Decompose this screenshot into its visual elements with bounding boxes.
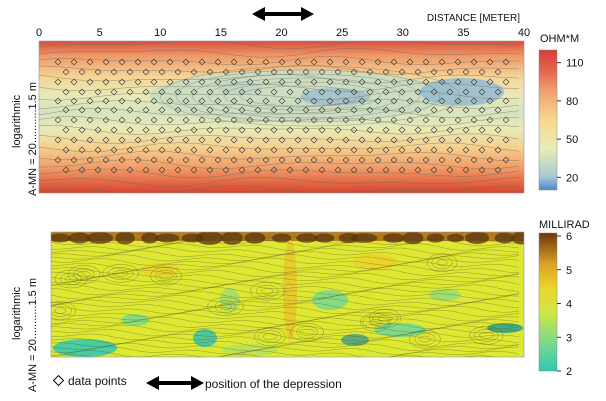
bottom-y-label: A-MN = 20...........1.5 m [27, 278, 39, 392]
phase-high-patch [511, 231, 532, 244]
phase-high-patch [465, 232, 489, 244]
legend-data-points: data points [68, 374, 127, 388]
diamond-icon [54, 376, 64, 386]
top-y-label: A-MN = 20...........1.5 m [27, 82, 39, 196]
top-y-axis-label: A-MN = 20...........1.5 m logarithmic [11, 82, 39, 196]
x-tick-label: 40 [518, 27, 530, 39]
resistivity-chart: DISTANCE [METER] 0 5 10 15 20 25 30 35 40 OHM*M … [11, 7, 584, 196]
legend: data points position of the depression [54, 374, 342, 391]
colorbar-tick-label: 80 [566, 96, 578, 108]
colorbar-tick-label: 6 [566, 231, 572, 243]
top-x-ticks: 0 5 10 15 20 25 30 35 40 [36, 27, 530, 39]
x-tick-label: 5 [97, 27, 103, 39]
x-tick-label: 20 [275, 27, 287, 39]
colorbar-tick-label: 50 [566, 134, 578, 146]
colorbar-tick-label: 110 [566, 58, 584, 70]
colorbar-title-ohm: OHM*M [540, 33, 579, 45]
x-tick-label: 10 [154, 27, 166, 39]
phase-colorbar [539, 233, 557, 371]
x-tick-label: 35 [457, 27, 469, 39]
phase-anomaly [487, 323, 523, 333]
phase-high-patch [383, 233, 405, 242]
phase-high-patch [87, 232, 114, 244]
legend-depression: position of the depression [205, 377, 342, 391]
bottom-y-axis-label: A-MN = 20...........1.5 m logarithmic [11, 278, 39, 392]
colorbar-tick-label: 5 [566, 265, 572, 277]
top-y-scale: logarithmic [11, 94, 23, 148]
phase-high-patch [244, 232, 265, 243]
colorbar-tick-label: 20 [566, 172, 578, 184]
phase-chart: MILLIRAD 2 3 4 5 6 A-MN = 20...........1.5 m… [11, 219, 590, 392]
phase-anomaly [429, 289, 461, 301]
x-tick-label: 15 [215, 27, 227, 39]
phase-high-patch [222, 231, 243, 245]
x-tick-label: 0 [36, 27, 42, 39]
phase-high-patch [296, 233, 317, 242]
resistivity-colorbar-ticks: 20 50 80 110 [557, 58, 584, 185]
phase-high-patch [155, 234, 179, 243]
depression-arrow-legend [146, 376, 204, 390]
colorbar-tick-label: 2 [566, 366, 572, 378]
phase-high-patch [49, 234, 72, 243]
colorbar-tick-label: 3 [566, 332, 572, 344]
resistivity-colorbar [539, 50, 557, 190]
colorbar-tick-label: 4 [566, 299, 572, 311]
depression-arrow-top [252, 7, 314, 21]
x-tick-label: 30 [397, 27, 409, 39]
distance-axis-label: DISTANCE [METER] [427, 13, 520, 24]
colorbar-title-millirad: MILLIRAD [539, 219, 590, 231]
bottom-y-scale: logarithmic [11, 286, 23, 340]
x-tick-label: 25 [336, 27, 348, 39]
phase-colorbar-ticks: 2 3 4 5 6 [557, 231, 572, 378]
